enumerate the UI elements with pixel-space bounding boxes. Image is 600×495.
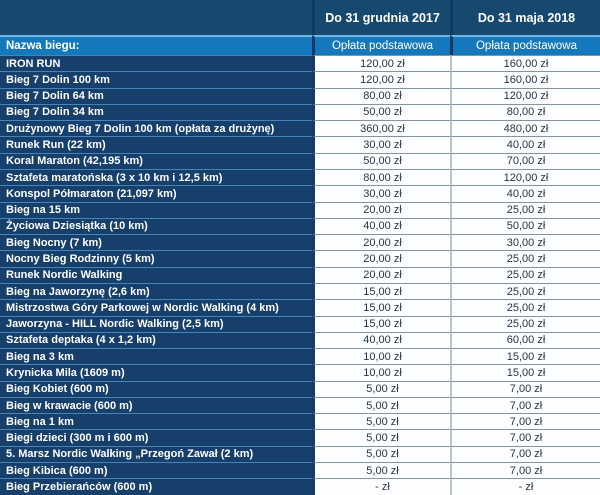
price-2018: 7,00 zł [450,462,600,479]
price-2018: 480,00 zł [450,120,600,137]
price-2018: 25,00 zł [450,201,600,218]
price-2017: 30,00 zł [312,136,450,153]
price-2017: 20,00 zł [312,201,450,218]
event-name: Biegi dzieci (300 m i 600 m) [0,429,312,446]
price-2017: 20,00 zł [312,266,450,283]
price-2017: 15,00 zł [312,282,450,300]
price-2018: 120,00 zł [450,168,600,186]
header-deadline-2017: Do 31 grudnia 2017 [312,0,450,35]
price-2017: 15,00 zł [312,315,450,332]
price-2017: 120,00 zł [312,55,450,72]
price-2017: 50,00 zł [312,103,450,121]
price-2018: 7,00 zł [450,413,600,430]
price-2017: 30,00 zł [312,185,450,202]
event-name: Bieg w krawacie (600 m) [0,396,312,414]
price-2017: 5,00 zł [312,429,450,446]
event-name: Koral Maraton (42,195 km) [0,152,312,169]
header-empty-cell [0,0,312,35]
subheader-race-name-label: Nazwa biegu: [0,35,312,55]
price-2017: 80,00 zł [312,168,450,186]
event-name: IRON RUN [0,55,312,72]
event-name: Bieg Kobiet (600 m) [0,380,312,397]
price-2017: 50,00 zł [312,152,450,169]
price-2018: 7,00 zł [450,429,600,446]
price-2017: 5,00 zł [312,396,450,414]
price-2017: 80,00 zł [312,87,450,104]
price-2018: 25,00 zł [450,250,600,267]
price-2018: 80,00 zł [450,103,600,121]
price-2017: 10,00 zł [312,364,450,381]
event-name: Bieg 7 Dolin 34 km [0,103,312,121]
price-2018: 25,00 zł [450,299,600,316]
price-2018: 50,00 zł [450,217,600,235]
price-2017: - zł [312,478,450,495]
event-name: Życiowa Dziesiątka (10 km) [0,217,312,235]
price-2017: 120,00 zł [312,71,450,88]
event-name: Mistrzostwa Góry Parkowej w Nordic Walki… [0,299,312,316]
event-name: Sztafeta maratońska (3 x 10 km i 12,5 km… [0,168,312,186]
price-2018: 25,00 zł [450,282,600,300]
event-name: Krynicka Mila (1609 m) [0,364,312,381]
event-name: Nocny Bieg Rodzinny (5 km) [0,250,312,267]
subheader-base-fee-2017: Opłata podstawowa [312,35,450,55]
price-2018: 40,00 zł [450,136,600,153]
event-name: Runek Nordic Walking [0,266,312,283]
price-2018: 7,00 zł [450,380,600,397]
price-2018: 30,00 zł [450,234,600,251]
price-2017: 10,00 zł [312,348,450,365]
event-name: Bieg 7 Dolin 64 km [0,87,312,104]
event-name: Bieg na 15 km [0,201,312,218]
event-name: Bieg Przebierańców (600 m) [0,478,312,495]
price-2018: 160,00 zł [450,71,600,88]
price-2017: 5,00 zł [312,413,450,430]
price-2018: 15,00 zł [450,364,600,381]
event-name: Bieg na 1 km [0,413,312,430]
event-name: Runek Run (22 km) [0,136,312,153]
event-name: Sztafeta deptaka (4 x 1,2 km) [0,331,312,349]
event-name: Jaworzyna - HILL Nordic Walking (2,5 km) [0,315,312,332]
event-name: Bieg Nocny (7 km) [0,234,312,251]
event-name: Bieg 7 Dolin 100 km [0,71,312,88]
price-2017: 20,00 zł [312,250,450,267]
price-2018: 60,00 zł [450,331,600,349]
price-2018: 40,00 zł [450,185,600,202]
price-2018: 25,00 zł [450,266,600,283]
price-2018: 160,00 zł [450,55,600,72]
price-2017: 15,00 zł [312,299,450,316]
price-2017: 360,00 zł [312,120,450,137]
price-2017: 40,00 zł [312,217,450,235]
price-2017: 40,00 zł [312,331,450,349]
price-2018: 120,00 zł [450,87,600,104]
event-name: Drużynowy Bieg 7 Dolin 100 km (opłata za… [0,120,312,137]
event-name: Bieg na 3 km [0,348,312,365]
price-2017: 5,00 zł [312,445,450,463]
price-2018: 70,00 zł [450,152,600,169]
price-2017: 5,00 zł [312,462,450,479]
header-deadline-2018: Do 31 maja 2018 [450,0,600,35]
event-name: Konspol Półmaraton (21,097 km) [0,185,312,202]
price-2018: 25,00 zł [450,315,600,332]
price-2018: - zł [450,478,600,495]
price-2018: 7,00 zł [450,396,600,414]
event-name: Bieg Kibica (600 m) [0,462,312,479]
price-2018: 15,00 zł [450,348,600,365]
event-name: 5. Marsz Nordic Walking „Przegoń Zawał (… [0,445,312,463]
price-2017: 5,00 zł [312,380,450,397]
price-2017: 20,00 zł [312,234,450,251]
subheader-base-fee-2018: Opłata podstawowa [450,35,600,55]
price-2018: 7,00 zł [450,445,600,463]
event-name: Bieg na Jaworzynę (2,6 km) [0,282,312,300]
